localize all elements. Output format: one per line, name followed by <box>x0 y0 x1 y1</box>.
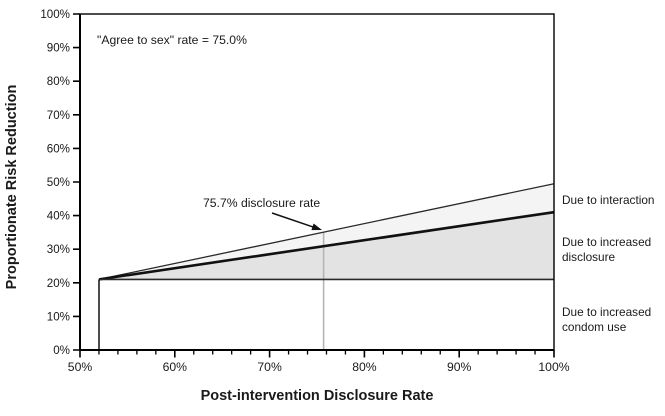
y-tick-label: 30% <box>47 243 70 256</box>
region-label-disclosure-line2: disclosure <box>562 250 616 264</box>
x-tick-label: 100% <box>538 360 569 374</box>
x-tick-label: 80% <box>352 360 377 374</box>
y-tick-label: 90% <box>47 42 70 55</box>
y-tick-label: 50% <box>47 176 70 189</box>
y-axis-ticks <box>73 13 80 351</box>
disclosure-rate-annotation: 75.7% disclosure rate <box>203 196 320 210</box>
region-label-condom-line1: Due to increased <box>562 305 651 319</box>
y-tick-label: 100% <box>40 8 70 21</box>
region-due-to-increased-condom-use <box>99 279 554 350</box>
region-label-condom-line2: condom use <box>562 320 627 334</box>
y-tick-label: 70% <box>47 109 70 122</box>
x-tick-label: 60% <box>163 360 188 374</box>
series-line-total-upper <box>98 183 555 281</box>
region-label-disclosure-line1: Due to increased <box>562 235 651 249</box>
series-line-increased-disclosure <box>98 210 555 281</box>
agree-rate-annotation: "Agree to sex" rate = 75.0% <box>97 33 247 47</box>
y-tick-label: 60% <box>47 142 70 155</box>
y-axis-title: Proportionate Risk Reduction <box>4 85 20 290</box>
x-axis-minor-ticks <box>98 350 536 355</box>
x-axis-title: Post-intervention Disclosure Rate <box>201 388 434 404</box>
y-tick-label: 0% <box>53 344 70 357</box>
y-tick-label: 40% <box>47 210 70 223</box>
x-tick-label: 50% <box>68 360 93 374</box>
y-tick-label: 10% <box>47 310 70 323</box>
y-tick-label: 80% <box>47 75 70 88</box>
x-tick-label: 70% <box>257 360 282 374</box>
region-label-interaction: Due to interaction <box>562 193 654 207</box>
y-tick-label: 20% <box>47 277 70 290</box>
annotation-arrow-icon <box>271 212 322 231</box>
x-axis-major-ticks <box>79 350 555 358</box>
x-tick-label: 90% <box>447 360 472 374</box>
